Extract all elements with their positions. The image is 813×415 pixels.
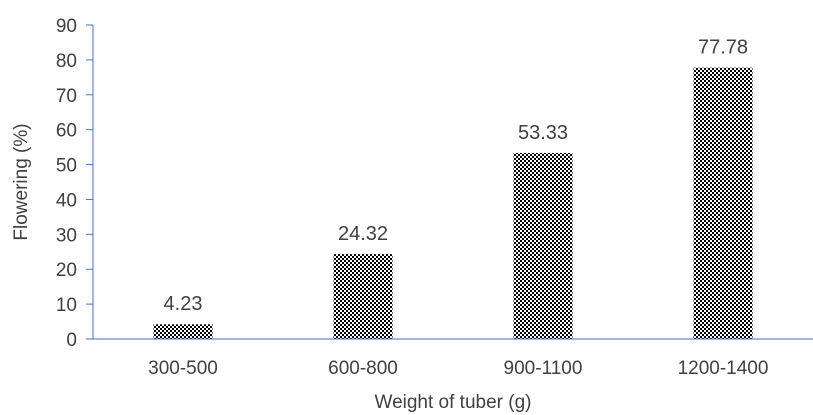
y-tick-label: 80 bbox=[56, 51, 77, 72]
y-tick-label: 90 bbox=[56, 16, 77, 37]
bar-600-800 bbox=[333, 254, 393, 339]
data-label: 77.78 bbox=[698, 37, 748, 59]
y-tick-label: 60 bbox=[56, 121, 77, 142]
x-tick-label: 600-800 bbox=[328, 358, 398, 379]
bar-1200-1400 bbox=[693, 67, 753, 340]
data-label: 4.23 bbox=[164, 293, 203, 315]
y-tick-label: 50 bbox=[56, 156, 77, 177]
y-axis-ticks: 0 10 20 30 40 50 60 70 80 90 bbox=[56, 16, 93, 351]
x-axis-ticks: 300-500 600-800 900-1100 1200-1400 bbox=[148, 358, 768, 379]
x-tick-label: 900-1100 bbox=[504, 358, 583, 379]
data-label: 53.33 bbox=[518, 122, 568, 144]
bar-900-1100 bbox=[513, 152, 573, 339]
x-tick-label: 300-500 bbox=[148, 358, 218, 379]
y-tick-label: 10 bbox=[56, 295, 77, 316]
x-axis-title: Weight of tuber (g) bbox=[374, 392, 531, 413]
y-tick-label: 30 bbox=[56, 225, 77, 246]
y-tick-label: 70 bbox=[56, 86, 77, 107]
x-tick-label: 1200-1400 bbox=[678, 358, 769, 379]
y-tick-label: 0 bbox=[66, 330, 77, 351]
data-label: 24.32 bbox=[338, 223, 388, 245]
bar-300-500 bbox=[153, 324, 213, 339]
bars: 4.23 24.32 53.33 77.78 bbox=[153, 37, 753, 340]
y-axis-title: Flowering (%) bbox=[11, 123, 32, 240]
y-tick-label: 40 bbox=[56, 190, 77, 211]
y-tick-label: 20 bbox=[56, 260, 77, 281]
